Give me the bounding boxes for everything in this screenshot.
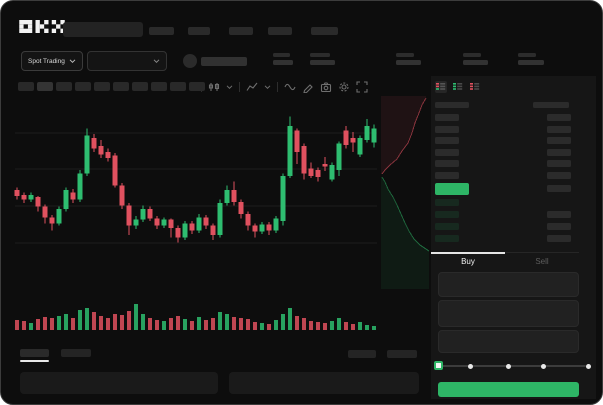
- slider-dot-4[interactable]: [586, 364, 591, 369]
- buy-submit-button[interactable]: [438, 382, 579, 397]
- ask-amount[interactable]: [547, 137, 571, 144]
- ask-price[interactable]: [435, 160, 459, 167]
- okx-logo[interactable]: [19, 20, 65, 33]
- order-book-panel: [431, 76, 596, 399]
- draw-pencil-icon[interactable]: [302, 81, 314, 93]
- total-input[interactable]: [438, 330, 579, 353]
- wave-overlay-icon[interactable]: [284, 81, 296, 93]
- stat-volume-label: [518, 53, 536, 57]
- bid-amount[interactable]: [547, 223, 571, 230]
- bid-price[interactable]: [435, 223, 459, 230]
- slider-handle[interactable]: [434, 361, 443, 370]
- settings-gear-icon[interactable]: [338, 81, 350, 93]
- orders-filter-2[interactable]: [387, 350, 417, 358]
- nav-item-2[interactable]: [188, 27, 210, 35]
- ask-amount[interactable]: [547, 114, 571, 121]
- search-input[interactable]: [63, 22, 143, 37]
- tab-sell[interactable]: Sell: [535, 257, 549, 266]
- divider: [239, 82, 240, 92]
- ask-amount[interactable]: [547, 126, 571, 133]
- orders-tab-history[interactable]: [61, 349, 91, 357]
- orders-filter-1[interactable]: [348, 350, 376, 358]
- stat-volume-value: [518, 60, 544, 65]
- slider-dot-1[interactable]: [468, 364, 473, 369]
- stat-low-value: [463, 60, 488, 65]
- ask-price[interactable]: [435, 137, 459, 144]
- timeframe-button-9[interactable]: [170, 82, 186, 91]
- amount-slider[interactable]: [438, 365, 586, 367]
- timeframe-button-7[interactable]: [132, 82, 148, 91]
- market-type-dropdown[interactable]: Spot Trading: [21, 51, 83, 71]
- orders-tab-open[interactable]: [20, 349, 49, 357]
- last-price-label-placeholder: [273, 53, 290, 57]
- bid-price[interactable]: [435, 235, 459, 242]
- ask-amount[interactable]: [547, 160, 571, 167]
- timeframe-button-5[interactable]: [94, 82, 110, 91]
- chevron-down-icon: [153, 59, 160, 64]
- nav-item-4[interactable]: [268, 27, 292, 35]
- nav-item-3[interactable]: [229, 27, 253, 35]
- orderbook-header-price: [435, 102, 469, 108]
- ask-price[interactable]: [435, 126, 459, 133]
- stat-change-value: [310, 60, 335, 65]
- bid-amount[interactable]: [547, 211, 571, 218]
- line-type-icon[interactable]: [208, 81, 220, 93]
- active-tab-underline: [20, 360, 49, 362]
- coin-icon: [183, 54, 197, 68]
- stat-change-label: [310, 53, 330, 57]
- slider-dot-3[interactable]: [541, 364, 546, 369]
- camera-icon[interactable]: [320, 81, 332, 93]
- ask-price[interactable]: [435, 149, 459, 156]
- nav-item-1[interactable]: [149, 27, 174, 35]
- pair-selector-dropdown[interactable]: [87, 51, 167, 71]
- fullscreen-icon[interactable]: [356, 81, 368, 93]
- stat-low-label: [463, 53, 481, 57]
- bid-amount[interactable]: [547, 235, 571, 242]
- trade-side-tabs: Buy Sell: [431, 252, 579, 269]
- timeframe-button-1[interactable]: [18, 82, 34, 91]
- nav-item-5[interactable]: [311, 27, 338, 35]
- stat-high-label: [396, 53, 414, 57]
- last-price-value-placeholder: [273, 60, 293, 65]
- slider-dot-2[interactable]: [506, 364, 511, 369]
- orders-panel-right: [229, 372, 419, 394]
- bid-price[interactable]: [435, 211, 459, 218]
- pair-name-placeholder: [201, 57, 247, 66]
- book-sells-icon[interactable]: [469, 81, 481, 93]
- timeframe-button-3[interactable]: [56, 82, 72, 91]
- book-buys-icon[interactable]: [452, 81, 464, 93]
- timeframe-button-4[interactable]: [75, 82, 91, 91]
- orderbook-header-amount: [533, 102, 569, 108]
- bid-price[interactable]: [435, 199, 459, 206]
- ask-price[interactable]: [435, 172, 459, 179]
- stat-high-value: [396, 60, 421, 65]
- chevron-down-icon[interactable]: [264, 84, 271, 90]
- chevron-down-icon[interactable]: [226, 84, 233, 90]
- ask-amount[interactable]: [547, 185, 571, 192]
- divider: [277, 82, 278, 92]
- timeframe-button-10[interactable]: [189, 82, 205, 91]
- ask-price[interactable]: [435, 114, 459, 121]
- timeframe-button-2[interactable]: [37, 82, 53, 91]
- amount-input[interactable]: [438, 300, 579, 327]
- orders-panel-left: [20, 372, 218, 394]
- ask-amount[interactable]: [547, 172, 571, 179]
- chevron-down-icon: [69, 58, 76, 63]
- market-type-label: Spot Trading: [28, 57, 65, 65]
- last-price-badge[interactable]: [435, 183, 469, 195]
- ask-amount[interactable]: [547, 149, 571, 156]
- timeframe-button-6[interactable]: [113, 82, 129, 91]
- price-input[interactable]: [438, 272, 579, 297]
- tab-buy[interactable]: Buy: [431, 252, 505, 269]
- timeframe-button-8[interactable]: [151, 82, 167, 91]
- indicators-icon[interactable]: [246, 81, 258, 93]
- book-both-icon[interactable]: [435, 81, 447, 93]
